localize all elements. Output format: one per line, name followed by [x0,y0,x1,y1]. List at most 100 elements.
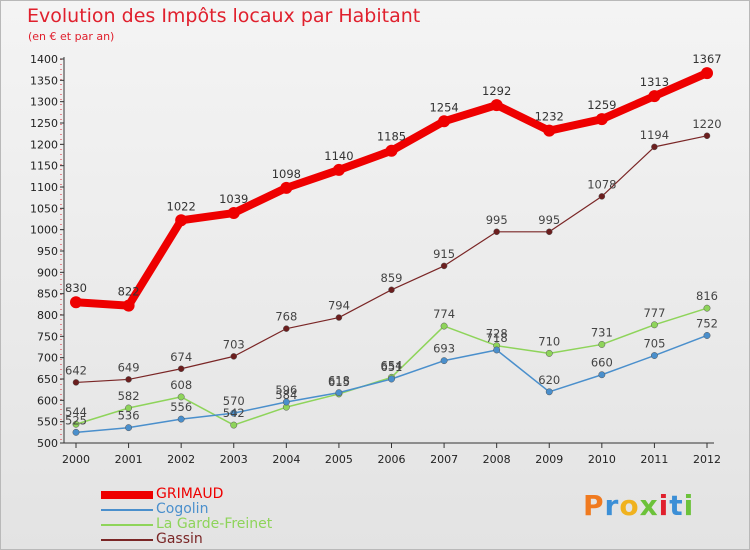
data-point-la-garde-freinet [598,340,606,348]
data-label-cogolin: 705 [643,337,665,351]
legend-label: GRIMAUD [156,486,224,502]
x-tick-label: 2010 [588,453,616,466]
x-tick-label: 2001 [115,453,143,466]
legend-label: Gassin [156,531,203,547]
y-tick-label: 1350 [30,74,58,87]
data-point-cogolin [440,357,448,365]
data-label-la-garde-freinet: 608 [170,378,192,392]
y-tick-label: 750 [37,330,58,343]
y-tick-label: 1100 [30,181,58,194]
logo-letter: r [604,489,620,522]
y-tick-label: 1400 [30,53,58,66]
y-tick-label: 1250 [30,117,58,130]
data-point-gassin [283,325,290,332]
data-label-la-garde-freinet: 654 [381,358,403,372]
x-tick-label: 2006 [378,453,406,466]
data-label-la-garde-freinet: 774 [433,307,455,321]
data-label-grimaud: 1292 [482,84,511,98]
data-point-la-garde-freinet [650,321,658,329]
y-tick-label: 600 [37,394,58,407]
data-point-la-garde-freinet [230,421,238,429]
logo-letter: P [583,489,605,522]
data-point-grimaud [280,181,293,194]
legend-item-grimaud: GRIMAUD [101,487,272,502]
data-label-gassin: 1194 [640,128,669,142]
data-label-cogolin: 525 [65,413,87,427]
chart-title: Evolution des Impôts locaux par Habitant [27,5,421,27]
data-label-grimaud: 1259 [587,98,616,112]
legend-swatch [101,523,153,526]
data-label-gassin: 794 [328,299,350,313]
data-point-gassin [546,228,553,236]
data-label-gassin: 915 [433,247,455,261]
data-label-grimaud: 1367 [692,52,721,66]
x-tick-label: 2003 [220,453,248,466]
data-label-la-garde-freinet: 728 [486,327,508,341]
data-label-gassin: 642 [65,363,87,377]
data-point-cogolin [388,375,395,383]
data-point-grimaud [385,144,398,157]
y-tick-label: 1000 [30,224,58,237]
data-label-la-garde-freinet: 615 [328,375,350,389]
logo-letter: o [619,489,640,522]
data-label-la-garde-freinet: 710 [538,334,560,348]
data-point-grimaud [438,115,451,128]
legend-item-gassin: Gassin [101,532,272,547]
data-point-gassin [388,286,395,294]
data-point-grimaud [70,296,82,309]
data-point-gassin [440,262,448,270]
data-label-gassin: 768 [275,310,297,324]
data-point-grimaud [595,113,608,126]
x-tick-label: 2009 [535,453,563,466]
data-point-la-garde-freinet [177,393,185,401]
data-label-cogolin: 596 [275,383,297,397]
data-point-cogolin [177,415,185,423]
y-tick-label: 950 [37,245,58,258]
data-point-grimaud [543,124,556,137]
data-label-grimaud: 1022 [167,199,196,213]
data-label-grimaud: 1254 [429,100,458,114]
chart-legend: GRIMAUD Cogolin La Garde-Freinet Gassin [101,487,272,547]
data-label-grimaud: 830 [65,281,87,295]
data-label-grimaud: 822 [118,285,140,299]
x-tick-label: 2005 [325,453,353,466]
x-tick-label: 2012 [693,453,721,466]
logo-letter: i [658,489,670,522]
y-tick-label: 550 [37,416,58,429]
x-tick-label: 2008 [483,453,511,466]
x-tick-label: 2007 [430,453,458,466]
data-label-la-garde-freinet: 542 [223,406,245,420]
data-point-la-garde-freinet [440,322,448,330]
data-point-cogolin [125,424,133,432]
x-tick-label: 2002 [167,453,195,466]
data-point-cogolin [598,371,606,379]
data-point-cogolin [72,428,80,436]
data-label-grimaud: 1140 [324,149,353,163]
data-point-cogolin [703,332,711,339]
data-point-la-garde-freinet [125,404,133,412]
y-tick-label: 900 [37,266,58,279]
data-point-gassin [703,132,711,140]
data-point-gassin [177,365,185,373]
data-point-cogolin [230,409,238,417]
data-point-cogolin [493,346,501,354]
data-label-gassin: 1078 [587,177,616,191]
data-label-cogolin: 718 [486,331,508,345]
legend-label: Cogolin [156,501,209,517]
data-point-grimaud [332,163,345,176]
data-label-gassin: 859 [381,271,403,285]
y-tick-label: 800 [37,309,58,322]
data-point-gassin [72,379,80,386]
data-point-grimaud [175,214,188,227]
data-label-cogolin: 693 [433,342,455,356]
data-point-gassin [493,228,500,236]
proxiti-logo: Proxiti [583,489,694,522]
legend-swatch [101,538,153,541]
data-label-gassin: 649 [118,360,140,374]
data-point-gassin [651,143,658,151]
data-point-la-garde-freinet [703,304,711,312]
data-point-grimaud [701,67,713,80]
data-label-la-garde-freinet: 544 [65,405,87,419]
data-label-gassin: 703 [223,337,245,351]
